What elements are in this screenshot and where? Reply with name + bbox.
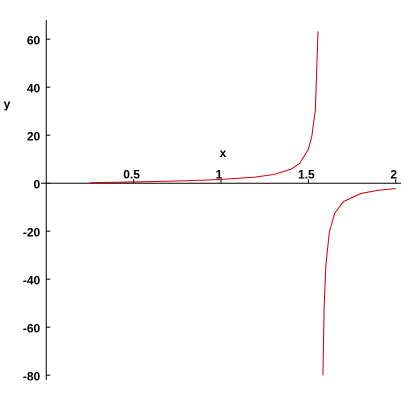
y-tick-label: 40 [27, 81, 41, 95]
y-axis-label: y [4, 97, 11, 111]
curve [89, 31, 396, 376]
y-tick-label: -20 [23, 225, 41, 239]
y-tick-label: 20 [27, 129, 41, 143]
y-tick-label: -80 [23, 369, 41, 383]
x-tick-label: 1 [216, 167, 223, 181]
y-tick-label: 0 [34, 177, 41, 191]
x-tick-label: 0.5 [123, 167, 140, 181]
x-tick-label: 2 [390, 167, 397, 181]
y-tick-label: -40 [23, 273, 41, 287]
x-tick-label: 1.5 [298, 167, 315, 181]
y-tick-label: -60 [23, 321, 41, 335]
x-axis-label: x [220, 146, 227, 160]
y-tick-label: 60 [27, 33, 41, 47]
